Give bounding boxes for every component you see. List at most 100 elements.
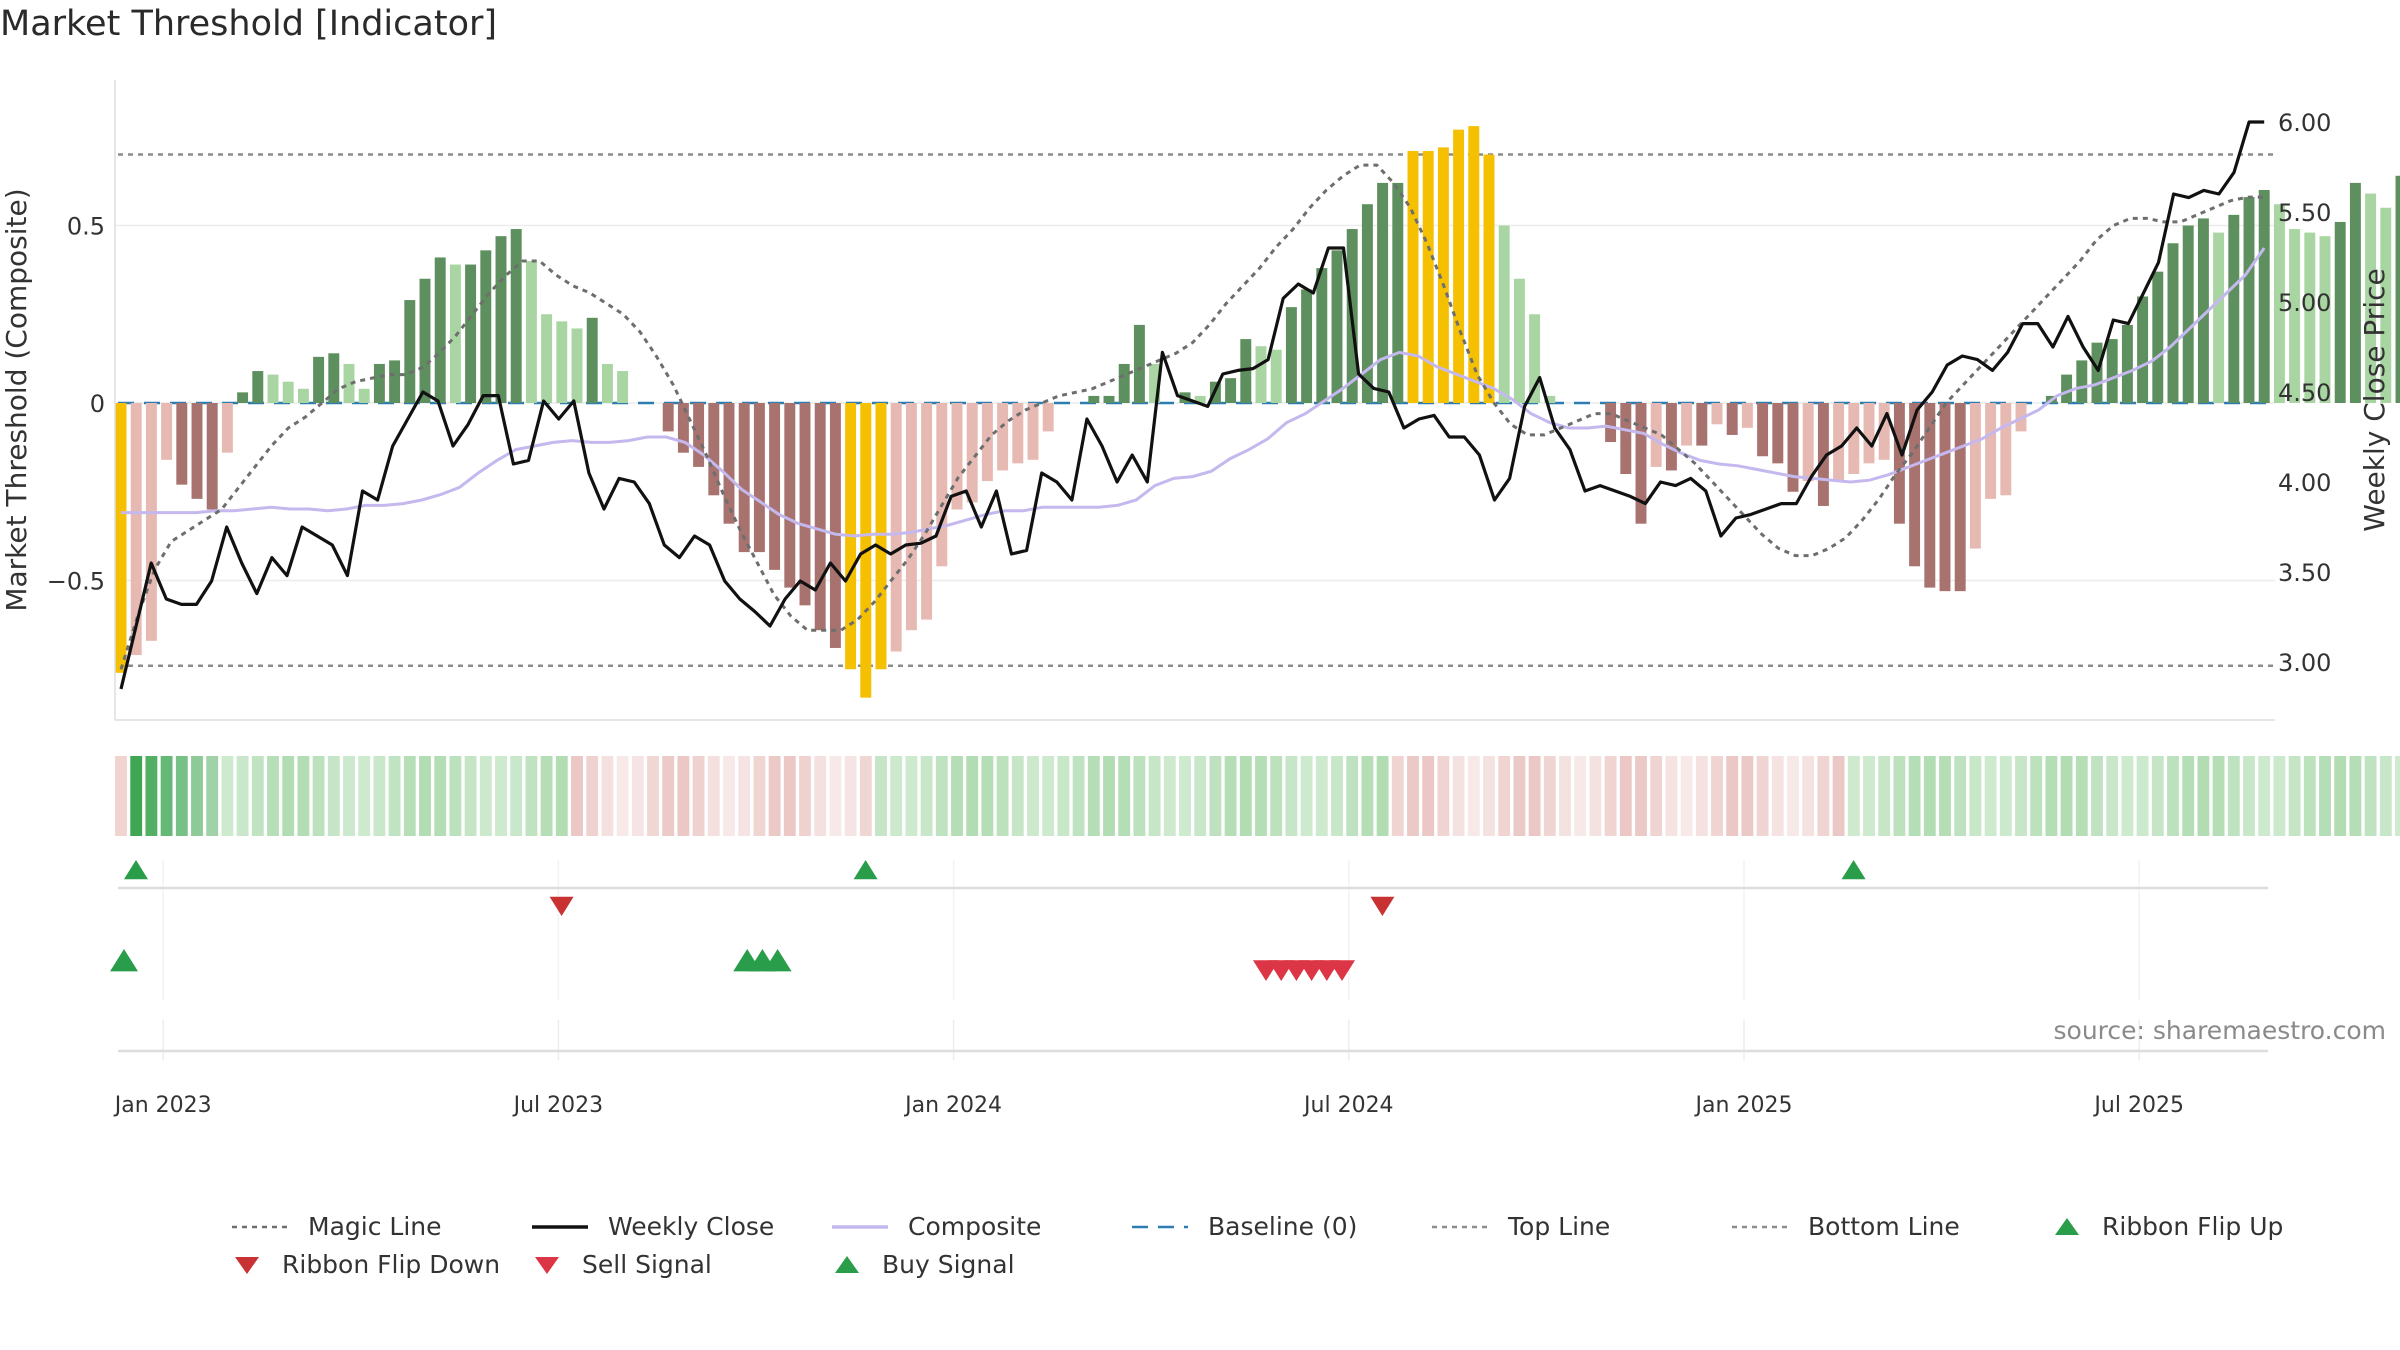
composite-bar: [1802, 403, 1814, 482]
composite-bar: [738, 403, 750, 553]
composite-bar: [2167, 243, 2179, 403]
legend-swatch: [532, 1224, 588, 1229]
composite-bar: [2289, 229, 2301, 403]
ribbon-cell: [1695, 756, 1708, 836]
ribbon-cell: [2182, 756, 2195, 836]
ribbon-cell: [1103, 756, 1115, 836]
composite-bar: [708, 403, 720, 496]
composite-bar: [1696, 403, 1708, 446]
ribbon-cell: [859, 756, 872, 836]
ribbon-cell: [373, 756, 386, 836]
ribbon-cell: [2121, 756, 2134, 836]
ribbon-cell: [297, 756, 310, 836]
composite-bar: [1741, 403, 1753, 428]
composite-bar: [1407, 150, 1419, 403]
legend-label: Magic Line: [308, 1212, 442, 1241]
composite-bar: [2228, 214, 2240, 403]
composite-bar: [480, 250, 492, 403]
composite-bar: [297, 388, 309, 403]
composite-bar: [2365, 193, 2377, 403]
left-tick-label: 0: [90, 390, 105, 418]
ribbon-flip-up-marker: [853, 860, 878, 880]
ribbon-cell: [1270, 756, 1283, 836]
composite-bar: [1863, 403, 1875, 464]
legend-item: Top Line: [1432, 1212, 1610, 1241]
ribbon-cell: [145, 756, 158, 836]
ribbon-cell: [1255, 756, 1267, 836]
composite-bar: [1361, 204, 1373, 403]
ribbon-cell: [236, 756, 249, 836]
legend-label: Sell Signal: [582, 1250, 712, 1279]
x-tick-label: Jan 2025: [1694, 1093, 1793, 1118]
legend-swatch: [1432, 1225, 1488, 1228]
ribbon-cell: [343, 756, 355, 836]
right-axis-label: Weekly Close Price: [2358, 268, 2391, 531]
composite-bar: [525, 261, 537, 403]
ribbon-cell: [1011, 756, 1024, 836]
legend-swatch: [1132, 1225, 1188, 1228]
composite-bar: [1498, 225, 1510, 403]
composite-bar: [601, 363, 613, 403]
ribbon-cell: [2288, 756, 2301, 836]
composite-bar: [1985, 403, 1997, 499]
composite-bar: [2061, 374, 2073, 403]
ribbon-cell: [1513, 756, 1526, 836]
ribbon-cell: [1224, 756, 1237, 836]
composite-bar: [1103, 395, 1115, 403]
composite-bar: [176, 403, 188, 485]
composite-bar: [1225, 378, 1237, 403]
ribbon-cell: [540, 756, 553, 836]
ribbon-cell: [312, 756, 325, 836]
ribbon-cell: [1163, 756, 1176, 836]
left-tick-label: −0.5: [47, 568, 105, 596]
composite-bar: [358, 388, 370, 403]
composite-bar: [1772, 403, 1784, 464]
ribbon-cell: [1543, 756, 1556, 836]
ribbon-cell: [206, 756, 219, 836]
x-tick-label: Jul 2023: [512, 1093, 604, 1118]
composite-bar: [2304, 232, 2316, 403]
composite-bar: [556, 321, 568, 403]
legend-swatch: [832, 1224, 888, 1229]
composite-bar: [1468, 126, 1480, 403]
ribbon-cell: [677, 756, 690, 836]
composite-bar: [1620, 403, 1632, 474]
composite-bar: [313, 356, 325, 403]
composite-bars: [115, 126, 2400, 698]
ribbon-cell: [2227, 756, 2240, 836]
ribbon-cell: [221, 756, 234, 836]
composite-bar: [799, 403, 811, 606]
composite-bar: [1605, 403, 1617, 443]
composite-bar: [1969, 403, 1981, 549]
ribbon-cell: [616, 756, 629, 836]
composite-bar: [1954, 403, 1966, 592]
ribbon-cell: [662, 756, 675, 836]
legend-triangle: [2055, 1217, 2079, 1235]
x-tick-label: Jan 2024: [903, 1093, 1002, 1118]
right-tick-label: 4.00: [2278, 469, 2331, 497]
legend-item: Weekly Close: [532, 1212, 774, 1241]
composite-bar: [465, 264, 477, 403]
ribbon-cell: [1407, 756, 1419, 836]
legend-label: Ribbon Flip Down: [282, 1250, 501, 1279]
right-tick-label: 3.50: [2278, 559, 2331, 587]
ribbon-cell: [1087, 756, 1100, 836]
ribbon-cell: [844, 756, 857, 836]
right-tick-label: 6.00: [2278, 109, 2331, 137]
ribbon-cell: [1878, 756, 1891, 836]
composite-bar: [2121, 324, 2133, 403]
right-tick-label: 4.50: [2278, 379, 2331, 407]
ribbon-cell: [1179, 756, 1191, 836]
composite-bar: [161, 403, 173, 460]
x-tick-label: Jul 2024: [1302, 1093, 1394, 1118]
ribbon-cell: [2334, 756, 2347, 836]
composite-bar: [1301, 289, 1313, 403]
composite-bar: [2349, 182, 2361, 403]
legend-label: Composite: [908, 1212, 1042, 1241]
ribbon-cell: [1954, 756, 1967, 836]
composite-bar: [419, 278, 431, 403]
ribbon-cell: [1361, 756, 1374, 836]
ribbon-cell: [1893, 756, 1906, 836]
ribbon-cell: [479, 756, 492, 836]
composite-bar: [1939, 403, 1951, 592]
